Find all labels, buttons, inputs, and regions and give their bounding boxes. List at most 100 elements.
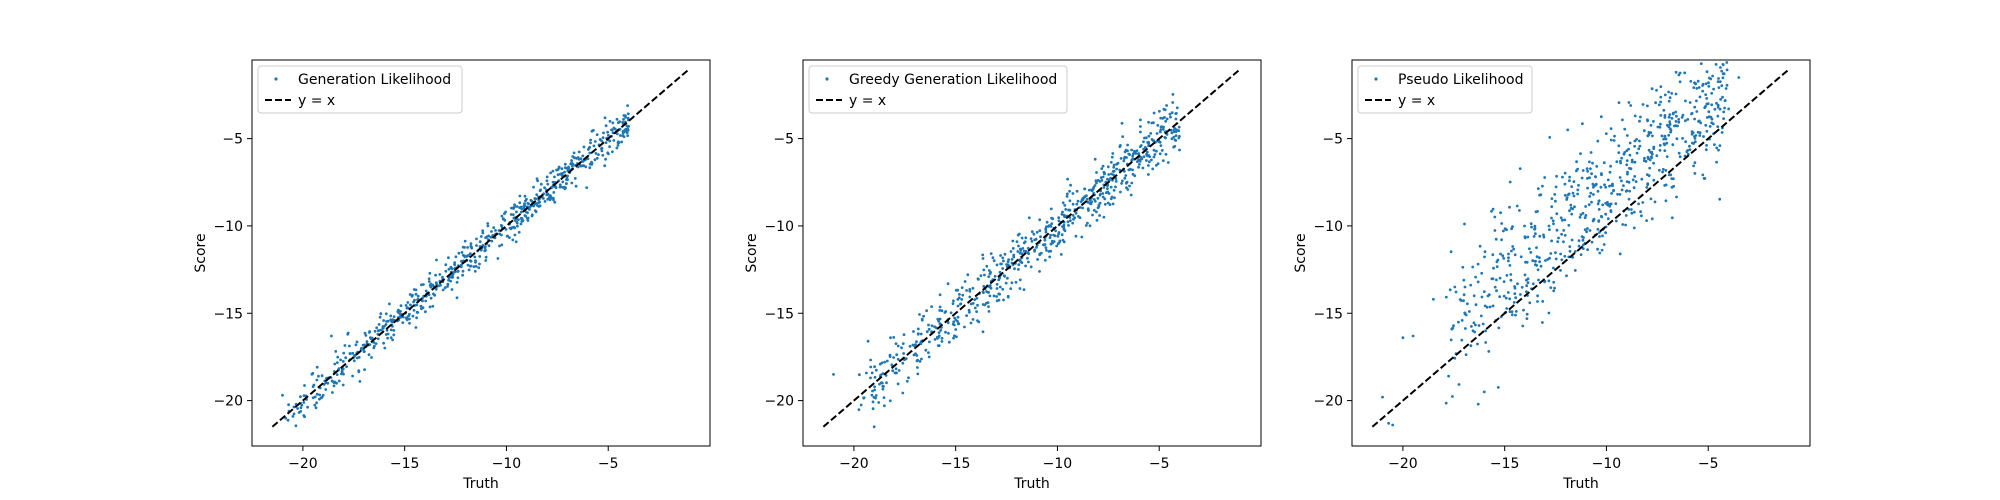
scatter-point bbox=[1486, 294, 1490, 298]
plot-marks bbox=[271, 67, 691, 428]
scatter-point bbox=[286, 418, 290, 422]
scatter-point bbox=[992, 259, 996, 263]
scatter-point bbox=[1484, 329, 1487, 333]
scatter-point bbox=[506, 234, 509, 238]
scatter-point bbox=[1529, 251, 1533, 254]
x-axis-label: Truth bbox=[462, 476, 499, 492]
scatter-point bbox=[549, 171, 552, 175]
scatter-point bbox=[1449, 338, 1453, 342]
scatter-point bbox=[1586, 248, 1589, 252]
scatter-point bbox=[1030, 230, 1034, 234]
scatter-point bbox=[1706, 102, 1710, 106]
scatter-point bbox=[956, 288, 960, 292]
scatter-point bbox=[405, 316, 409, 320]
scatter-point bbox=[621, 134, 624, 138]
scatter-point bbox=[551, 180, 555, 184]
scatter-point bbox=[481, 231, 485, 235]
scatter-point bbox=[1650, 155, 1653, 159]
scatter-point bbox=[1110, 155, 1114, 159]
x-tick-label: −20 bbox=[1388, 456, 1418, 472]
scatter-point bbox=[1590, 200, 1593, 204]
scatter-point bbox=[1711, 74, 1714, 78]
scatter-point bbox=[981, 257, 985, 260]
scatter-point bbox=[1572, 194, 1576, 198]
scatter-point bbox=[379, 312, 383, 316]
legend-label: y = x bbox=[849, 93, 886, 109]
scatter-point bbox=[1563, 182, 1567, 186]
scatter-point bbox=[998, 270, 1002, 274]
scatter-point bbox=[1625, 180, 1629, 184]
scatter-point bbox=[1665, 141, 1669, 145]
scatter-point bbox=[1626, 170, 1629, 174]
scatter-point bbox=[1708, 125, 1712, 128]
scatter-point bbox=[1027, 260, 1030, 264]
y-tick-label: −20 bbox=[1313, 394, 1343, 410]
scatter-point bbox=[1575, 160, 1578, 164]
scatter-point bbox=[1121, 135, 1125, 139]
scatter-point bbox=[526, 219, 530, 222]
scatter-point bbox=[1626, 172, 1629, 176]
scatter-point bbox=[1451, 395, 1454, 398]
scatter-point bbox=[1478, 244, 1482, 248]
scatter-point bbox=[1693, 105, 1697, 109]
scatter-point bbox=[1637, 147, 1641, 151]
scatter-point bbox=[1513, 285, 1516, 288]
scatter-point bbox=[1599, 115, 1603, 119]
scatter-point bbox=[1674, 110, 1678, 114]
scatter-point bbox=[1677, 118, 1681, 121]
scatter-point bbox=[1401, 336, 1405, 340]
scatter-point bbox=[1155, 149, 1158, 153]
scatter-point bbox=[1502, 280, 1506, 283]
scatter-point bbox=[385, 328, 389, 332]
scatter-point bbox=[1724, 46, 1727, 49]
scatter-point bbox=[409, 303, 412, 307]
scatter-point bbox=[292, 412, 296, 416]
scatter-point bbox=[450, 288, 454, 291]
scatter-point bbox=[574, 184, 578, 188]
scatter-point bbox=[1658, 144, 1662, 147]
scatter-point bbox=[1705, 70, 1709, 74]
scatter-point bbox=[1650, 150, 1654, 154]
scatter-point bbox=[341, 360, 345, 363]
scatter-point bbox=[1616, 192, 1619, 196]
scatter-point bbox=[1500, 222, 1504, 225]
scatter-point bbox=[389, 314, 393, 318]
scatter-point bbox=[971, 318, 975, 321]
scatter-point bbox=[1613, 134, 1616, 138]
scatter-point bbox=[1604, 231, 1607, 235]
scatter-point bbox=[1036, 258, 1039, 261]
scatter-point bbox=[545, 179, 549, 183]
scatter-point bbox=[1718, 80, 1722, 83]
scatter-point bbox=[421, 299, 424, 303]
scatter-point bbox=[1170, 137, 1174, 141]
scatter-point bbox=[1720, 51, 1723, 54]
scatter-point bbox=[1141, 166, 1145, 170]
scatter-point bbox=[1110, 172, 1113, 176]
scatter-point bbox=[558, 185, 562, 189]
scatter-point bbox=[600, 149, 604, 153]
scatter-point bbox=[1488, 305, 1492, 309]
identity-line bbox=[822, 67, 1242, 428]
scatter-point bbox=[367, 353, 371, 357]
scatter-point bbox=[1147, 154, 1151, 157]
scatter-point bbox=[573, 177, 577, 180]
scatter-point bbox=[1596, 139, 1600, 143]
scatter-point bbox=[1474, 275, 1477, 279]
scatter-point bbox=[1463, 222, 1466, 226]
scatter-point bbox=[1088, 198, 1092, 202]
scatter-point bbox=[905, 379, 909, 383]
scatter-point bbox=[997, 298, 1001, 302]
scatter-point bbox=[1011, 239, 1015, 243]
scatter-point bbox=[1088, 201, 1092, 205]
scatter-point bbox=[1512, 301, 1516, 304]
scatter-point bbox=[952, 320, 956, 324]
scatter-point bbox=[424, 310, 427, 314]
scatter-point bbox=[1570, 185, 1574, 189]
scatter-point bbox=[1661, 167, 1665, 171]
scatter-point bbox=[1463, 312, 1467, 316]
scatter-point bbox=[1579, 213, 1583, 217]
scatter-point bbox=[1681, 113, 1685, 117]
scatter-point bbox=[1163, 108, 1167, 112]
scatter-point bbox=[398, 312, 402, 316]
scatter-point bbox=[408, 293, 412, 296]
